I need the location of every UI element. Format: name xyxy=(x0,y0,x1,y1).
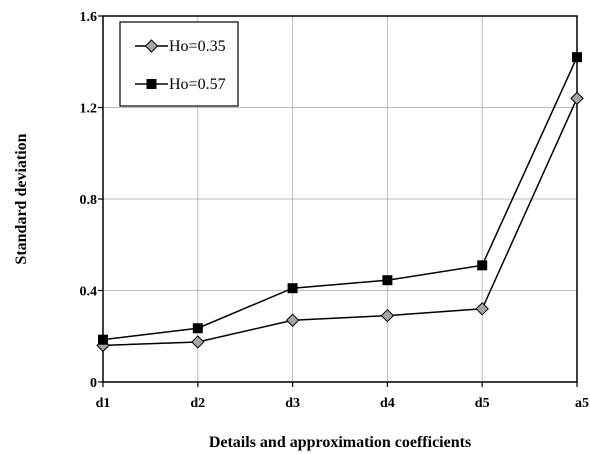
series-group xyxy=(96,52,584,353)
series-1-point-d1 xyxy=(98,334,108,345)
series-1-point-a5 xyxy=(572,52,582,63)
series-line-0 xyxy=(102,98,578,347)
x-tick-label-d3: d3 xyxy=(285,396,300,411)
x-tick-label-a5: a5 xyxy=(575,396,589,411)
series-0-point-d3 xyxy=(285,313,300,327)
y-tick-label-4: 1.6 xyxy=(80,10,98,25)
y-tick-label-2: 0.8 xyxy=(80,193,98,208)
x-axis-title: Details and approximation coefficients xyxy=(209,434,471,451)
legend-marker-ho035 xyxy=(144,39,159,53)
legend-label-ho057: Ho=0.57 xyxy=(169,76,226,93)
y-axis-ticks: 0 0.4 0.8 1.2 1.6 xyxy=(80,10,103,391)
legend-box xyxy=(119,21,239,107)
series-0-point-d2 xyxy=(191,335,205,349)
x-tick-label-d4: d4 xyxy=(380,396,395,411)
y-tick-label-3: 1.2 xyxy=(80,102,98,117)
series-0-point-a5 xyxy=(570,91,584,106)
x-tick-label-d1: d1 xyxy=(96,396,111,411)
series-1-point-d5 xyxy=(477,260,488,271)
x-tick-label-d5: d5 xyxy=(475,396,490,411)
series-0-point-d5 xyxy=(475,302,489,316)
legend-marker-ho057 xyxy=(146,79,157,89)
series-1-point-d4 xyxy=(382,275,393,286)
y-tick-label-0: 0 xyxy=(90,376,97,391)
series-line-1 xyxy=(102,56,578,341)
legend: Ho=0.35 Ho=0.57 xyxy=(119,21,239,107)
y-axis-title: Standard deviation xyxy=(13,133,30,264)
x-tick-label-d2: d2 xyxy=(190,396,205,411)
series-0-point-d4 xyxy=(380,308,395,323)
x-axis-ticks: d1 d2 d3 d4 d5 a5 xyxy=(96,382,589,411)
legend-label-ho035: Ho=0.35 xyxy=(169,38,226,55)
series-1-point-d2 xyxy=(192,323,203,334)
series-1-point-d3 xyxy=(287,283,298,294)
y-tick-label-1: 0.4 xyxy=(80,285,98,300)
